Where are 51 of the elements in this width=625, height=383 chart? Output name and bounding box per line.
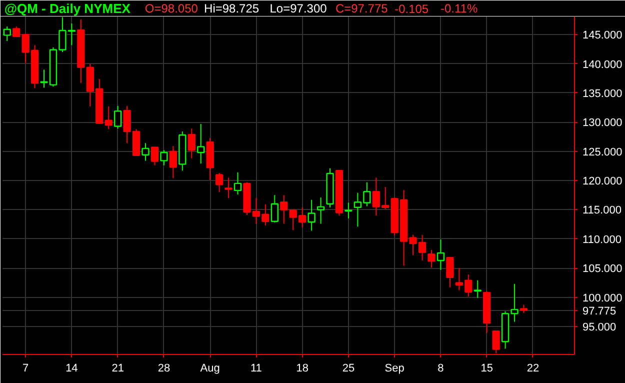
y-tick-label: 97.775: [582, 305, 616, 318]
x-tick-label: 15: [480, 362, 493, 374]
candlestick: [234, 172, 242, 196]
text: -0.11%: [440, 2, 478, 16]
candlestick: [150, 146, 159, 166]
candlestick: [344, 202, 352, 219]
x-tick-label: 28: [158, 362, 170, 374]
x-tick-label: Aug: [200, 362, 220, 374]
y-tick-label: 120.000: [582, 176, 622, 188]
text: -0.105: [394, 2, 429, 16]
text: Lo=97.300: [270, 2, 328, 16]
chart-title: @QM - Daily NYMEX: [4, 1, 131, 16]
candlestick: [104, 106, 112, 130]
x-tick-label: Sep: [384, 362, 404, 374]
candlestick: [160, 150, 168, 166]
text: O=98.050: [144, 2, 198, 16]
y-tick-label: 130.000: [582, 117, 622, 130]
candlestick: [114, 105, 122, 130]
x-tick-label: 14: [66, 362, 78, 374]
x-tick-label: 25: [342, 362, 355, 374]
candlestick: [169, 146, 178, 179]
y-tick-label: 140.000: [582, 58, 622, 71]
y-tick-label: 105.000: [582, 263, 622, 276]
candlestick: [446, 256, 454, 288]
text: Hi=98.725: [204, 2, 260, 16]
y-tick-label: 135.000: [582, 88, 622, 100]
y-tick-label: 100.000: [582, 292, 622, 304]
text: C=97.775: [335, 2, 388, 16]
candlestick: [188, 128, 196, 159]
candlestick: [142, 142, 150, 162]
candlestick: [224, 177, 232, 199]
y-tick-label: 145.000: [582, 30, 622, 42]
y-tick-label: 125.000: [582, 146, 622, 158]
x-tick-label: 11: [250, 362, 262, 374]
x-tick-label: 21: [112, 362, 124, 374]
candlestick: [215, 172, 224, 193]
candlestick: [197, 123, 205, 164]
x-tick-label: 7: [22, 362, 29, 374]
candlestick: [436, 239, 445, 270]
candlestick: [316, 196, 325, 224]
y-tick-label: 95.000: [582, 321, 616, 334]
candlestick: [270, 194, 278, 224]
candlestick: [308, 199, 316, 232]
candlestick: [280, 194, 288, 224]
candlestick: [428, 250, 436, 268]
x-tick-label: 18: [296, 362, 308, 374]
y-tick-label: 115.000: [582, 204, 622, 217]
x-tick-label: 8: [438, 362, 444, 374]
x-tick-label: 22: [526, 362, 540, 374]
y-tick-label: 110.000: [582, 234, 622, 246]
candlestick: [474, 280, 482, 298]
